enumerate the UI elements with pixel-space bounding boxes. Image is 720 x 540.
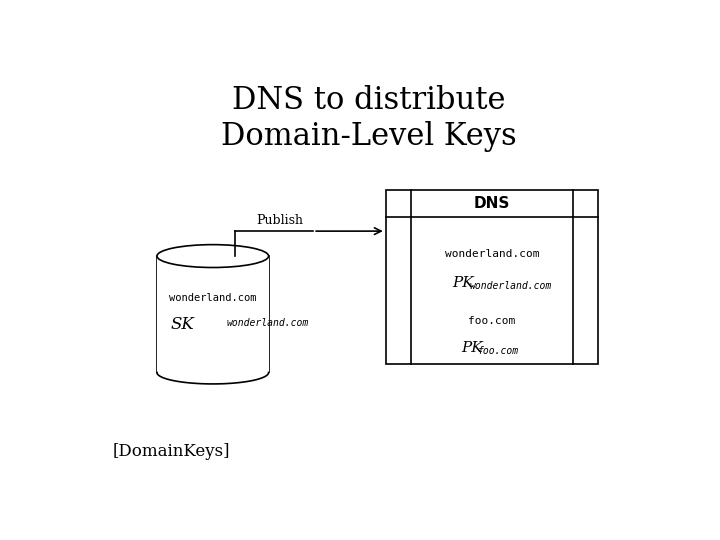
Text: wonderland.com: wonderland.com (227, 319, 309, 328)
Polygon shape (157, 256, 269, 373)
Text: foo.com: foo.com (468, 315, 516, 326)
Text: DNS: DNS (474, 195, 510, 211)
Text: wonderland.com: wonderland.com (169, 293, 256, 302)
Text: PK: PK (453, 276, 474, 290)
Text: DNS to distribute
Domain-Level Keys: DNS to distribute Domain-Level Keys (221, 85, 517, 152)
Text: Publish: Publish (256, 214, 303, 227)
Text: PK: PK (461, 341, 482, 355)
Ellipse shape (157, 245, 269, 267)
Text: wonderland.com: wonderland.com (469, 281, 552, 292)
Text: wonderland.com: wonderland.com (444, 249, 539, 259)
Text: foo.com: foo.com (478, 346, 519, 356)
Text: SK: SK (170, 316, 194, 333)
Bar (386, 190, 598, 364)
Text: [DomainKeys]: [DomainKeys] (112, 443, 230, 460)
